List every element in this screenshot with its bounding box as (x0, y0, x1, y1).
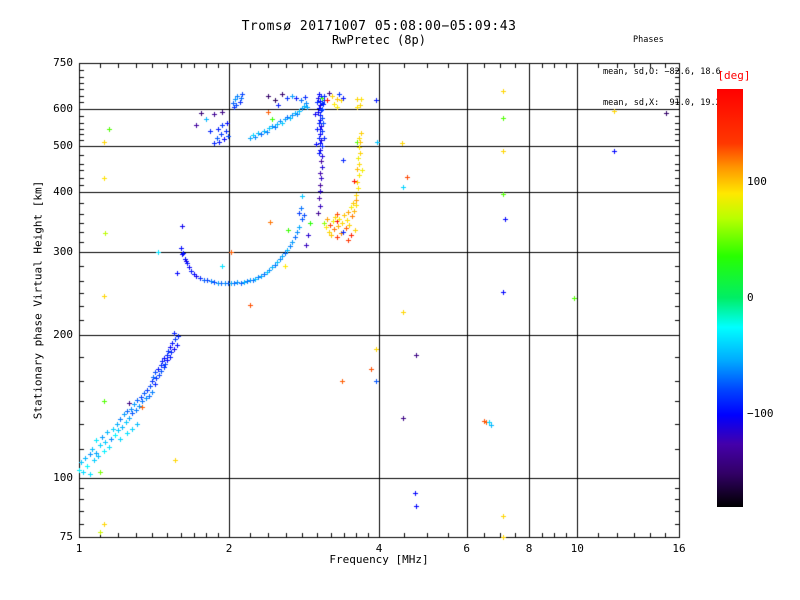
x-tick-label: 10 (570, 542, 584, 555)
colorbar-tick-label: 0 (747, 291, 754, 304)
y-tick-label: 600 (53, 101, 73, 115)
x-tick-label: 4 (375, 542, 383, 555)
plot-subtitle: RwPretec (8p) (332, 33, 426, 47)
phase-stats-block: Phases mean, sd,O: −82.6, 18.6 mean, sd,… (603, 14, 721, 130)
colorbar-title: [deg] (717, 69, 751, 82)
y-tick-label: 500 (53, 139, 73, 153)
phase-stats-title: Phases (633, 35, 664, 45)
phase-mean-x: mean, sd,X: 91.0, 19.2 (603, 98, 721, 108)
x-tick-label: 2 (225, 542, 233, 555)
x-tick-label: 8 (525, 542, 533, 555)
y-tick-label: 200 (53, 328, 73, 342)
x-tick-label: 6 (463, 542, 471, 555)
colorbar-tick-label: 100 (747, 174, 767, 188)
x-axis-title: Frequency [MHz] (329, 553, 429, 566)
x-tick-label: 1 (75, 542, 83, 555)
y-axis-title: Stationary phase Virtual Height [km] (31, 180, 45, 420)
colorbar-gradient (717, 89, 743, 507)
phase-mean-o: mean, sd,O: −82.6, 18.6 (603, 66, 721, 77)
y-tick-label: 400 (53, 185, 73, 199)
y-tick-label: 750 (53, 56, 73, 69)
x-tick-label: 16 (672, 542, 686, 555)
y-tick-label: 100 (53, 470, 73, 484)
y-tick-label: 300 (53, 244, 73, 258)
plot-title: Tromsø 20171007 05:08:00−05:09:43 (241, 19, 517, 34)
colorbar-tick-label: −100 (747, 407, 774, 421)
y-tick-label: 75 (59, 530, 73, 543)
